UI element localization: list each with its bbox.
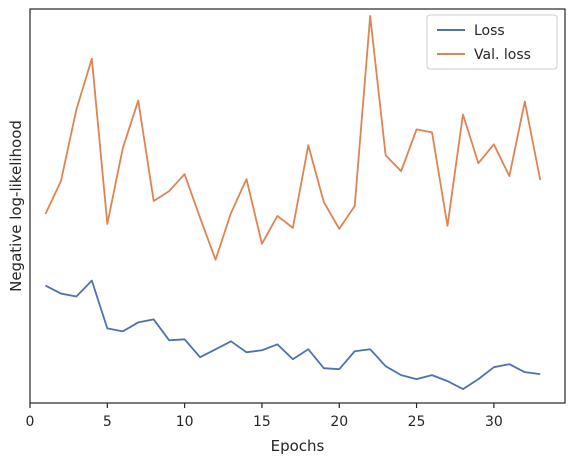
x-tick-label: 15	[253, 414, 271, 430]
series-line-loss	[45, 279, 541, 390]
legend-label-val-loss: Val. loss	[474, 47, 531, 63]
x-tick-label: 5	[103, 414, 112, 430]
x-tick-label: 20	[330, 414, 348, 430]
legend-box	[426, 14, 558, 70]
x-tick-label: 0	[26, 414, 35, 430]
x-tick-label: 30	[485, 414, 503, 430]
series-lines	[44, 15, 542, 390]
plot-frame	[29, 8, 566, 404]
x-axis-ticks: 0 5 10 15 20 25 30	[26, 403, 503, 430]
x-tick-label: 10	[176, 414, 194, 430]
legend-label-loss: Loss	[474, 23, 505, 39]
series-line-val-loss	[44, 15, 542, 261]
legend: Loss Val. loss	[426, 14, 558, 70]
x-axis-label: Epochs	[271, 437, 325, 455]
x-tick-label: 25	[408, 414, 426, 430]
y-axis-label: Negative log-likelihood	[7, 120, 25, 292]
